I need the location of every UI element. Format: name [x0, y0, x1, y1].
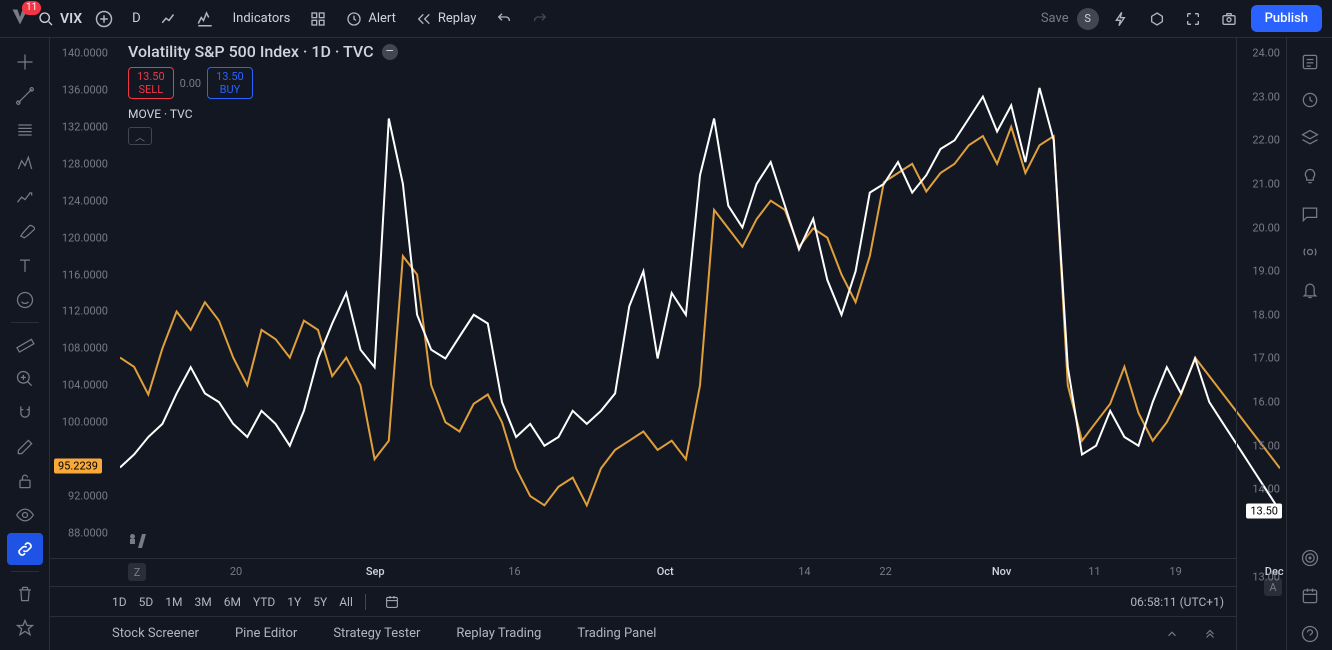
- avatar[interactable]: S: [1077, 8, 1099, 30]
- tv-logo-icon: [128, 533, 150, 552]
- sell-button[interactable]: 13.50 SELL: [128, 67, 174, 99]
- symbol-search[interactable]: VIX: [38, 11, 82, 27]
- add-button[interactable]: [90, 5, 118, 33]
- collapse-button[interactable]: ︿: [128, 127, 152, 145]
- tab-pine-editor[interactable]: Pine Editor: [235, 626, 297, 641]
- time-axis[interactable]: Z 20Sep16Oct1422Nov1119Dec: [50, 558, 1236, 586]
- text-tool[interactable]: [7, 250, 43, 282]
- right-toolbar: [1286, 38, 1332, 650]
- crosshair-tool[interactable]: [7, 46, 43, 78]
- range-3M[interactable]: 3M: [194, 595, 211, 609]
- indicator-label[interactable]: MOVE · TVC: [128, 107, 398, 121]
- notifications-icon[interactable]: [1294, 274, 1326, 306]
- range-5Y[interactable]: 5Y: [313, 595, 327, 609]
- trendline-tool[interactable]: [7, 80, 43, 112]
- compare-button[interactable]: [191, 5, 219, 33]
- trash-tool[interactable]: [7, 578, 43, 610]
- calendar-icon[interactable]: [1294, 580, 1326, 612]
- chart-type-button[interactable]: [155, 5, 183, 33]
- range-bar: 1D 5D 1M 3M 6M YTD 1Y 5Y All 06:58:11 (UTC+1): [50, 586, 1236, 616]
- notif-badge[interactable]: 11: [22, 1, 41, 15]
- buy-button[interactable]: 13.50 BUY: [207, 67, 253, 99]
- eye-tool[interactable]: [7, 499, 43, 531]
- tab-strategy-tester[interactable]: Strategy Tester: [333, 626, 420, 641]
- range-1Y[interactable]: 1Y: [287, 595, 301, 609]
- watchlist-icon[interactable]: [1294, 46, 1326, 78]
- fullscreen-icon[interactable]: [1179, 5, 1207, 33]
- emoji-tool[interactable]: [7, 284, 43, 316]
- maximize-panel-icon[interactable]: [1196, 620, 1224, 648]
- symbol-status-icon: —: [382, 44, 398, 60]
- range-5D[interactable]: 5D: [139, 595, 154, 609]
- replay-button[interactable]: Replay: [410, 7, 483, 31]
- hotlist-icon[interactable]: [1294, 122, 1326, 154]
- alerts-icon[interactable]: [1294, 84, 1326, 116]
- save-button[interactable]: Save: [1041, 11, 1069, 26]
- star-tool[interactable]: [7, 612, 43, 644]
- settings-icon[interactable]: [1143, 5, 1171, 33]
- link-tool[interactable]: [7, 533, 43, 565]
- undo-button[interactable]: [490, 5, 518, 33]
- chart-panel: Volatility S&P 500 Index · 1D · TVC — 13…: [50, 38, 1236, 650]
- fib-tool[interactable]: [7, 114, 43, 146]
- logo[interactable]: 11: [10, 7, 30, 31]
- ideas-icon[interactable]: [1294, 160, 1326, 192]
- symbol-text: VIX: [60, 11, 82, 27]
- streams-icon[interactable]: [1294, 236, 1326, 268]
- symbol-title[interactable]: Volatility S&P 500 Index · 1D · TVC: [128, 42, 374, 61]
- lock-tool[interactable]: [7, 465, 43, 497]
- ruler-tool[interactable]: [7, 329, 43, 361]
- topbar: 11 VIX D Indicators Alert Replay Save S …: [0, 0, 1332, 38]
- tab-replay-trading[interactable]: Replay Trading: [456, 626, 541, 641]
- tab-stock-screener[interactable]: Stock Screener: [112, 626, 199, 641]
- alert-button[interactable]: Alert: [340, 7, 402, 31]
- pattern-tool[interactable]: [7, 148, 43, 180]
- brush-tool[interactable]: [7, 216, 43, 248]
- snapshot-icon[interactable]: [1215, 5, 1243, 33]
- dom-icon[interactable]: [1294, 542, 1326, 574]
- range-All[interactable]: All: [339, 595, 353, 609]
- templates-button[interactable]: [304, 5, 332, 33]
- publish-button[interactable]: Publish: [1251, 5, 1322, 32]
- zoom-tool[interactable]: [7, 363, 43, 395]
- forecast-tool[interactable]: [7, 182, 43, 214]
- range-6M[interactable]: 6M: [224, 595, 241, 609]
- range-1M[interactable]: 1M: [165, 595, 182, 609]
- pencil-tool[interactable]: [7, 431, 43, 463]
- z-badge[interactable]: Z: [128, 563, 146, 581]
- clock[interactable]: 06:58:11 (UTC+1): [1130, 595, 1224, 609]
- left-toolbar: [0, 38, 50, 650]
- chat-icon[interactable]: [1294, 198, 1326, 230]
- magnet-tool[interactable]: [7, 397, 43, 429]
- range-1D[interactable]: 1D: [112, 595, 127, 609]
- minimize-panel-icon[interactable]: [1158, 620, 1186, 648]
- redo-button[interactable]: [526, 5, 554, 33]
- left-price-axis[interactable]: 140.0000136.0000132.0000128.0000124.0000…: [50, 38, 120, 558]
- interval-button[interactable]: D: [126, 7, 147, 30]
- range-YTD[interactable]: YTD: [253, 595, 275, 609]
- indicators-button[interactable]: Indicators: [227, 7, 297, 30]
- help-icon[interactable]: [1294, 618, 1326, 650]
- right-price-axis[interactable]: A 24.0023.0022.0021.0020.0019.0018.0017.…: [1236, 38, 1286, 650]
- bottom-tabs: Stock Screener Pine Editor Strategy Tester…: [50, 616, 1236, 650]
- tab-trading-panel[interactable]: Trading Panel: [577, 626, 656, 641]
- spread-value: 0.00: [180, 77, 201, 90]
- goto-date-icon[interactable]: [378, 588, 406, 616]
- chart-header: Volatility S&P 500 Index · 1D · TVC — 13…: [128, 42, 398, 145]
- flash-icon[interactable]: [1107, 5, 1135, 33]
